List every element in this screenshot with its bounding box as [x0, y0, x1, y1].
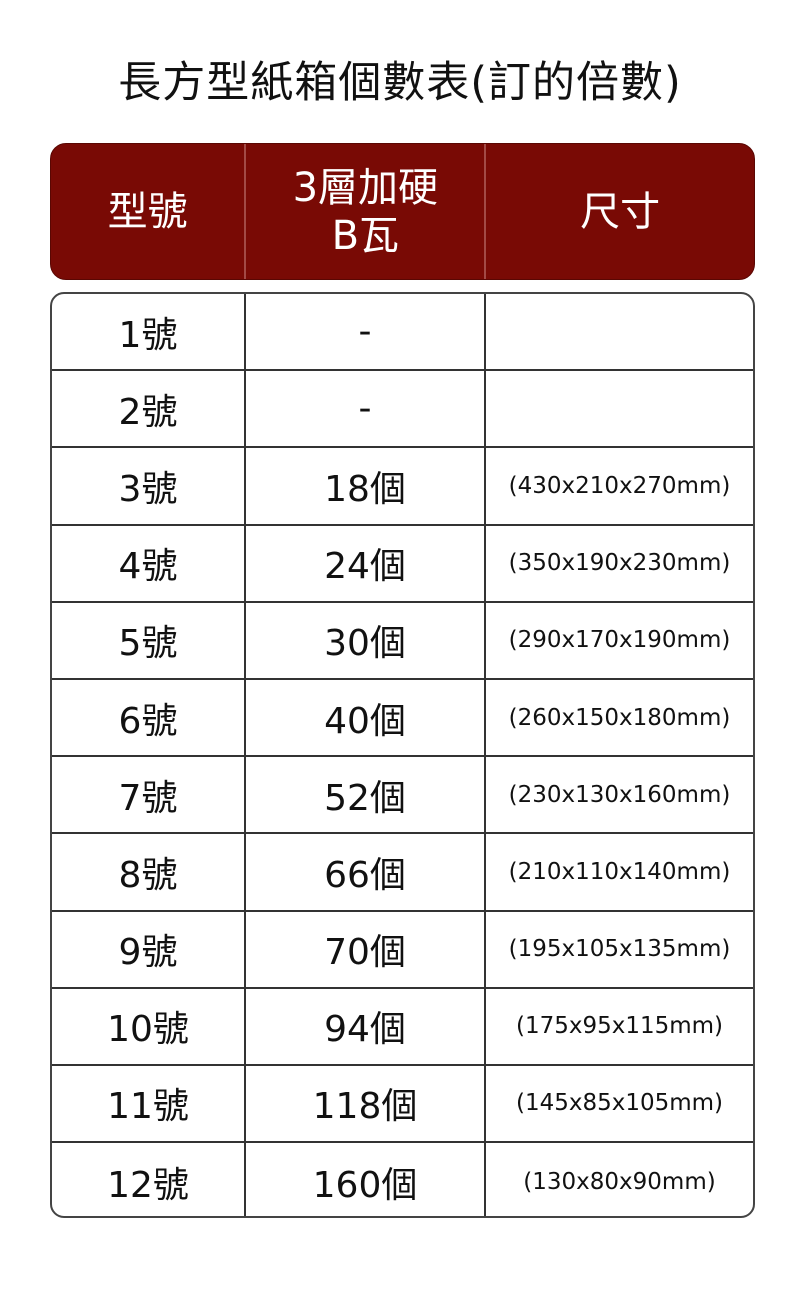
count-cell: 66個 — [246, 834, 486, 910]
model-cell: 12號 — [52, 1143, 246, 1216]
header-model: 型號 — [51, 144, 247, 279]
model-cell: 3號 — [52, 448, 246, 524]
table-row: 5號 30個 (290x170x190mm) — [52, 602, 753, 680]
count-cell: - — [246, 371, 486, 447]
table-row: 6號 40個 (260x150x180mm) — [52, 679, 753, 758]
model-cell: 9號 — [52, 911, 246, 987]
count-cell: 24個 — [246, 525, 486, 601]
size-cell: (290x170x190mm) — [508, 627, 731, 654]
count-cell: 30個 — [246, 602, 486, 678]
count-cell: 118個 — [246, 1065, 486, 1142]
count-cell: 18個 — [246, 448, 486, 524]
model-cell: 7號 — [52, 757, 246, 833]
table-row: 4號 24個 (350x190x230mm) — [52, 525, 753, 603]
size-cell: (430x210x270mm) — [508, 472, 731, 499]
size-cell: (260x150x180mm) — [508, 704, 731, 731]
size-cell: (230x130x160mm) — [508, 781, 731, 808]
model-cell: 5號 — [52, 602, 246, 678]
model-cell: 11號 — [52, 1065, 246, 1142]
table-row: 11號 118個 (145x85x105mm) — [52, 1065, 753, 1144]
model-cell: 6號 — [52, 679, 246, 756]
size-cell: (130x80x90mm) — [523, 1168, 716, 1195]
count-cell: 52個 — [246, 757, 486, 833]
size-cell: (210x110x140mm) — [508, 858, 731, 885]
table-row: 2號 - — [52, 371, 753, 449]
model-cell: 4號 — [52, 525, 246, 601]
model-cell: 2號 — [52, 371, 246, 447]
size-cell: (175x95x115mm) — [515, 1013, 724, 1040]
header-count: 3層加硬 B瓦 — [246, 144, 487, 279]
model-cell: 8號 — [52, 834, 246, 910]
model-cell: 1號 — [52, 294, 246, 370]
size-cell: (195x105x135mm) — [508, 936, 731, 963]
table-row: 12號 160個 (130x80x90mm) — [52, 1143, 753, 1216]
table-row: 7號 52個 (230x130x160mm) — [52, 757, 753, 835]
count-cell: - — [246, 294, 486, 370]
size-cell — [486, 294, 753, 369]
table-row: 1號 - — [52, 294, 753, 372]
table-row: 10號 94個 (175x95x115mm) — [52, 988, 753, 1066]
model-cell: 10號 — [52, 988, 246, 1064]
page-title: 長方型紙箱個數表(訂的倍數) — [118, 58, 682, 108]
table-row: 8號 66個 (210x110x140mm) — [52, 834, 753, 912]
count-cell: 160個 — [246, 1143, 486, 1216]
table-row: 9號 70個 (195x105x135mm) — [52, 911, 753, 989]
table-body: 1號 -2號 -3號 18個 (430x210x270mm) 4號 24個 (350x190x… — [50, 292, 755, 1218]
size-cell: (350x190x230mm) — [508, 550, 731, 577]
size-cell — [486, 371, 753, 446]
size-cell: (145x85x105mm) — [515, 1090, 724, 1117]
count-cell: 94個 — [246, 988, 486, 1064]
count-cell: 40個 — [246, 679, 486, 756]
table-header: 型號 3層加硬 B瓦 尺寸 — [50, 143, 755, 280]
header-size: 尺寸 — [580, 188, 661, 235]
table-row: 3號 18個 (430x210x270mm) — [52, 448, 753, 526]
count-cell: 70個 — [246, 911, 486, 987]
